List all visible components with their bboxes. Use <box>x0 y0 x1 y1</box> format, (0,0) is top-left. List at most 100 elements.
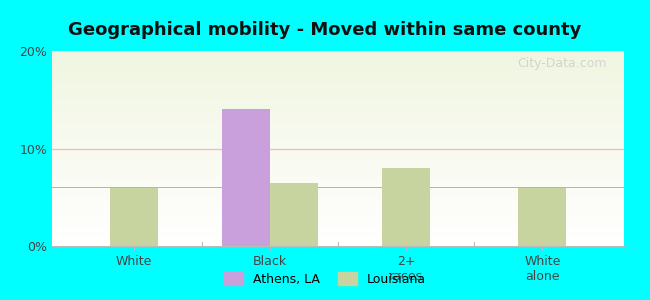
Bar <box>52 152 624 153</box>
Bar <box>52 183 624 184</box>
Bar <box>52 242 624 243</box>
Bar <box>52 209 624 210</box>
Bar <box>52 99 624 100</box>
Bar <box>52 111 624 112</box>
Bar <box>52 67 624 68</box>
Bar <box>52 226 624 227</box>
Bar <box>52 52 624 53</box>
Bar <box>52 114 624 115</box>
Text: City-Data.com: City-Data.com <box>517 57 607 70</box>
Bar <box>52 63 624 64</box>
Bar <box>52 176 624 177</box>
Bar <box>52 237 624 238</box>
Bar <box>52 238 624 239</box>
Bar <box>52 165 624 166</box>
Bar <box>52 116 624 117</box>
Bar <box>52 180 624 181</box>
Bar <box>52 214 624 215</box>
Bar <box>52 208 624 209</box>
Bar <box>52 193 624 194</box>
Bar <box>52 168 624 169</box>
Bar <box>52 211 624 212</box>
Bar <box>52 100 624 101</box>
Bar <box>52 227 624 229</box>
Bar <box>52 117 624 118</box>
Bar <box>52 172 624 173</box>
Bar <box>52 77 624 78</box>
Bar <box>52 51 624 52</box>
Bar <box>52 131 624 132</box>
Bar <box>52 93 624 94</box>
Bar <box>52 153 624 154</box>
Bar <box>52 173 624 174</box>
Bar <box>52 181 624 182</box>
Bar <box>52 195 624 196</box>
Bar <box>52 78 624 79</box>
Bar <box>52 160 624 161</box>
Bar <box>52 85 624 86</box>
Bar <box>52 98 624 99</box>
Bar <box>52 105 624 106</box>
Legend: Athens, LA, Louisiana: Athens, LA, Louisiana <box>219 267 431 291</box>
Bar <box>52 107 624 109</box>
Bar <box>52 83 624 84</box>
Bar <box>52 245 624 246</box>
Bar <box>270 183 318 246</box>
Bar <box>52 196 624 197</box>
Bar <box>52 167 624 168</box>
Bar <box>52 178 624 179</box>
Bar <box>52 102 624 103</box>
Bar <box>52 76 624 77</box>
Bar <box>52 204 624 205</box>
Bar <box>52 135 624 136</box>
Bar <box>52 62 624 63</box>
Bar <box>52 138 624 139</box>
Bar <box>52 231 624 232</box>
Bar <box>110 188 157 246</box>
Bar <box>52 119 624 120</box>
Bar <box>52 233 624 234</box>
Bar <box>52 57 624 58</box>
Bar <box>52 205 624 206</box>
Bar <box>52 89 624 90</box>
Bar <box>52 187 624 188</box>
Bar <box>52 212 624 213</box>
Bar <box>52 222 624 223</box>
Bar <box>52 239 624 240</box>
Bar <box>52 201 624 202</box>
Bar <box>52 235 624 236</box>
Bar <box>52 202 624 203</box>
Bar <box>52 110 624 111</box>
Bar <box>52 64 624 66</box>
Bar <box>382 168 430 246</box>
Bar <box>52 188 624 190</box>
Bar <box>52 120 624 121</box>
Bar <box>52 241 624 242</box>
Bar <box>52 224 624 226</box>
Bar <box>52 182 624 183</box>
Bar <box>52 218 624 219</box>
Bar <box>52 87 624 88</box>
Bar <box>52 128 624 129</box>
Bar <box>52 206 624 207</box>
Bar <box>52 86 624 87</box>
Bar <box>52 244 624 245</box>
Bar <box>52 145 624 146</box>
Bar <box>52 122 624 123</box>
Bar <box>52 169 624 170</box>
Bar <box>52 232 624 233</box>
Bar <box>222 110 270 246</box>
Bar <box>52 215 624 216</box>
Bar <box>52 90 624 91</box>
Bar <box>52 190 624 191</box>
Bar <box>52 66 624 67</box>
Bar <box>52 58 624 59</box>
Bar <box>52 103 624 105</box>
Bar <box>52 136 624 137</box>
Bar <box>52 162 624 163</box>
Bar <box>52 74 624 75</box>
Bar <box>52 125 624 126</box>
Bar <box>52 163 624 164</box>
Bar <box>52 113 624 114</box>
Bar <box>52 71 624 72</box>
